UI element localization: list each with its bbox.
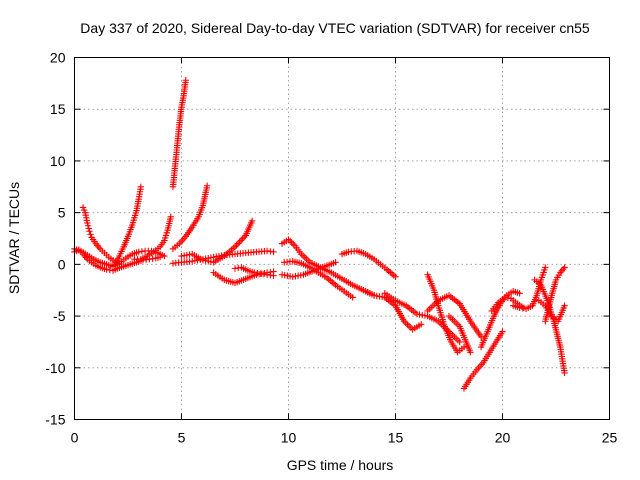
y-tick-label: 5 bbox=[58, 205, 66, 221]
data-point bbox=[84, 219, 91, 227]
data-point bbox=[456, 338, 463, 346]
data-point bbox=[417, 321, 425, 328]
data-point bbox=[516, 290, 523, 297]
x-tick-label: 10 bbox=[281, 430, 297, 446]
x-axis-label: GPS time / hours bbox=[287, 457, 394, 473]
data-point bbox=[332, 259, 339, 266]
data-point bbox=[392, 273, 399, 280]
data-point-fill bbox=[87, 231, 94, 238]
data-point bbox=[561, 369, 568, 377]
y-tick-label: -10 bbox=[45, 360, 65, 376]
data-point bbox=[270, 248, 277, 256]
data-point bbox=[248, 217, 256, 225]
x-tick-label: 20 bbox=[495, 430, 511, 446]
axis-ticks: 0 5 10 15 20 25 -15 -10 -5 0 5 10 15 20 bbox=[45, 50, 617, 446]
x-tick-label: 5 bbox=[178, 430, 186, 446]
x-tick-label: 25 bbox=[602, 430, 618, 446]
y-tick-label: 20 bbox=[50, 50, 66, 66]
chart-title: Day 337 of 2020, Sidereal Day-to-day VTE… bbox=[80, 20, 590, 36]
data-point bbox=[542, 264, 549, 271]
y-axis-label: SDTVAR / TECUs bbox=[6, 182, 22, 294]
data-point bbox=[161, 252, 168, 260]
data-point bbox=[561, 264, 568, 271]
y-tick-label: -15 bbox=[45, 412, 65, 428]
data-point bbox=[167, 213, 174, 220]
data-points bbox=[71, 77, 568, 392]
y-tick-label: 15 bbox=[50, 101, 66, 117]
y-tick-label: 10 bbox=[50, 153, 66, 169]
data-point bbox=[477, 333, 485, 340]
data-point-fill bbox=[85, 225, 92, 232]
data-point bbox=[499, 328, 506, 335]
data-point bbox=[460, 343, 468, 351]
y-tick-label: -5 bbox=[53, 308, 66, 324]
data-point bbox=[203, 182, 211, 189]
y-tick-label: 0 bbox=[58, 256, 66, 272]
data-point bbox=[561, 302, 568, 309]
data-point bbox=[349, 294, 356, 301]
plot-frame bbox=[74, 57, 610, 420]
x-tick-label: 15 bbox=[388, 430, 404, 446]
data-point bbox=[467, 349, 474, 356]
data-point-fill bbox=[84, 222, 92, 229]
data-point bbox=[182, 77, 189, 84]
data-point bbox=[137, 183, 145, 190]
data-point bbox=[270, 272, 277, 279]
x-tick-label: 0 bbox=[71, 430, 79, 446]
data-point bbox=[86, 228, 93, 235]
